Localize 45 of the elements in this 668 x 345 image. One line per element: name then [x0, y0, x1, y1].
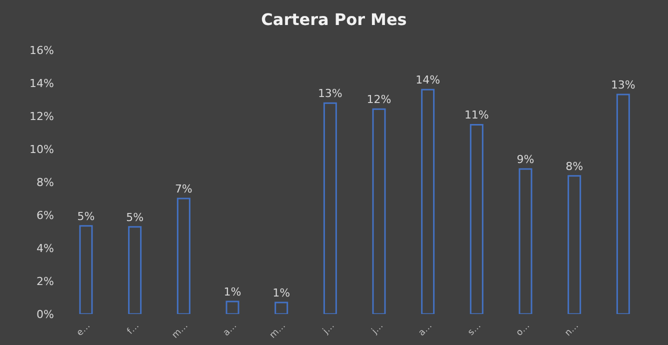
bar: [176, 198, 190, 314]
x-tick-label: n…: [563, 321, 581, 339]
y-tick-label: 12%: [30, 110, 54, 123]
y-tick-label: 2%: [36, 274, 54, 288]
y-tick-label: 4%: [36, 242, 54, 255]
bar: [372, 108, 386, 314]
bar: [79, 225, 93, 314]
x-tick-label: a…: [417, 321, 434, 338]
x-tick-label: o…: [514, 321, 532, 338]
x-tick-label: e…: [75, 321, 93, 338]
bar: [421, 88, 435, 314]
data-label: 1%: [272, 286, 290, 300]
x-tick-label: j…: [370, 321, 386, 337]
bar: [568, 175, 582, 314]
data-label: 12%: [366, 93, 392, 106]
x-tick-label: m…: [170, 321, 190, 341]
data-label: 5%: [77, 210, 95, 223]
x-tick-label: f…: [126, 321, 142, 337]
data-label: 13%: [610, 78, 636, 92]
y-tick-label: 10%: [30, 142, 54, 156]
data-label: 8%: [566, 160, 584, 173]
bar: [323, 102, 337, 314]
data-label: 14%: [416, 74, 440, 87]
bar: [616, 94, 630, 314]
data-label: 13%: [318, 87, 342, 100]
bar: [128, 226, 142, 314]
data-label: 7%: [174, 182, 192, 196]
bar: [274, 302, 288, 314]
y-tick-label: 0%: [36, 308, 54, 321]
x-tick-label: j…: [320, 321, 337, 337]
x-tick-label: a…: [222, 321, 240, 338]
y-tick-label: 16%: [30, 44, 54, 57]
data-label: 5%: [126, 210, 144, 224]
data-label: 11%: [464, 108, 489, 122]
data-label: 1%: [224, 285, 242, 298]
bar: [518, 168, 532, 314]
y-tick-label: 14%: [30, 76, 54, 90]
x-tick-label: m…: [268, 321, 288, 341]
bar: [470, 124, 484, 314]
y-tick-label: 6%: [36, 208, 54, 222]
bar: [226, 300, 240, 314]
data-label: 9%: [516, 152, 534, 166]
chart-title: Cartera Por Mes: [260, 10, 408, 29]
y-tick-label: 8%: [36, 176, 54, 189]
x-tick-label: s…: [466, 321, 484, 338]
